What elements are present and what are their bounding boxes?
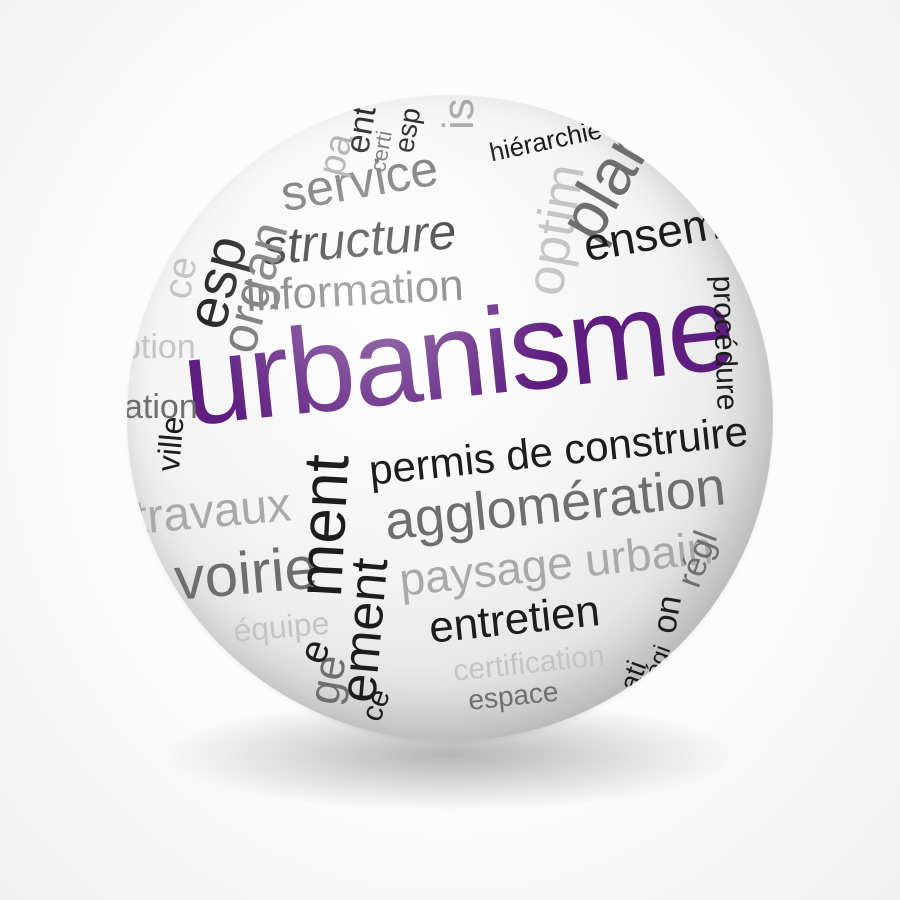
word-espace: espace xyxy=(466,675,560,716)
word-ce-low: ce xyxy=(355,684,397,726)
word-regi: régi xyxy=(637,641,677,689)
word-on: on xyxy=(645,592,690,637)
word-ville: ville xyxy=(150,414,191,473)
word-procedure: procédure xyxy=(706,274,744,412)
word-ption: ption xyxy=(127,328,196,366)
word-sphere: service structure information ent certi … xyxy=(127,95,773,741)
word-is: is xyxy=(434,98,483,130)
word-travaux: travaux xyxy=(131,478,294,545)
word-ation: ation xyxy=(127,388,198,426)
